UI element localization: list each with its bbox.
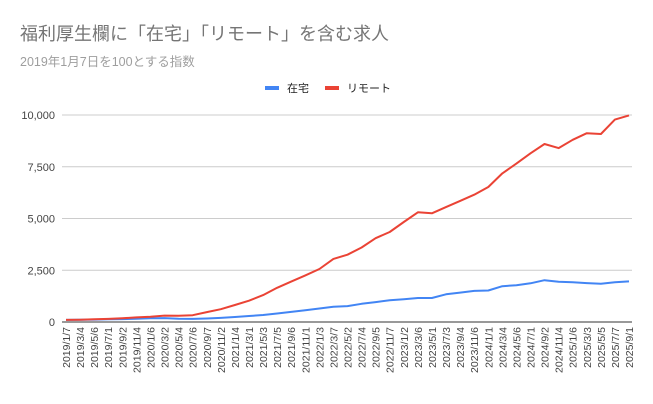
x-tick-label: 2020/3/2 — [160, 327, 172, 368]
legend-swatch — [265, 86, 279, 90]
x-tick-label: 2023/7/3 — [441, 327, 453, 368]
x-tick-label: 2021/7/5 — [272, 327, 284, 368]
x-tick-label: 2024/7/1 — [525, 327, 537, 368]
y-tick-label: 2,500 — [27, 265, 55, 277]
x-tick-label: 2020/9/7 — [202, 327, 214, 368]
legend-swatch — [325, 86, 339, 90]
x-axis: 2019/1/7 2019/3/4 2019/5/6 2019/7/1 2019/9/2… — [61, 321, 636, 373]
x-tick-label: 2021/9/6 — [286, 327, 298, 368]
x-tick-label: 2020/11/2 — [216, 327, 228, 373]
chart-subtitle: 2019年1月7日を100とする指数 — [20, 54, 195, 69]
x-tick-label: 2022/7/4 — [357, 327, 369, 368]
x-tick-label: 2021/11/1 — [300, 327, 312, 373]
x-tick-label: 2025/7/7 — [610, 327, 622, 368]
legend-label: リモート — [347, 82, 391, 95]
y-tick-label: 7,500 — [27, 162, 55, 174]
x-tick-label: 2024/11/4 — [554, 327, 566, 373]
x-tick-label: 2024/1/1 — [483, 327, 495, 368]
x-tick-label: 2024/5/6 — [511, 327, 523, 368]
gridlines — [62, 114, 632, 271]
chart-title: 福利厚生欄に「在宅」「リモート」を含む求人 — [20, 24, 389, 45]
x-tick-label: 2021/5/3 — [258, 327, 270, 368]
x-tick-label: 2019/7/1 — [103, 327, 115, 368]
legend-label: 在宅 — [287, 81, 309, 95]
x-tick-label: 2022/9/5 — [371, 327, 383, 368]
series-line-1 — [65, 114, 630, 321]
x-tick-label: 2023/1/2 — [399, 327, 411, 368]
x-tick-label: 2025/5/5 — [596, 327, 608, 368]
series-line-0 — [65, 279, 630, 321]
x-tick-label: 2021/1/4 — [230, 327, 242, 368]
x-tick-label: 2024/3/4 — [497, 327, 509, 368]
x-tick-label: 2021/3/1 — [244, 327, 256, 368]
series-lines — [65, 114, 630, 321]
x-tick-label: 2025/9/1 — [624, 327, 636, 368]
x-tick-label: 2020/5/4 — [174, 327, 186, 368]
y-tick-label: 5,000 — [27, 214, 55, 226]
x-tick-label: 2023/5/1 — [427, 327, 439, 368]
y-tick-label: 10,000 — [21, 110, 55, 122]
x-tick-label: 2022/5/2 — [343, 327, 355, 368]
x-tick-label: 2019/1/7 — [61, 327, 73, 368]
x-tick-label: 2019/11/4 — [131, 327, 143, 373]
x-tick-label: 2025/1/6 — [568, 327, 580, 368]
x-tick-label: 2019/3/4 — [75, 327, 87, 368]
x-tick-label: 2023/11/6 — [469, 327, 481, 373]
y-axis: 0 2,500 5,000 7,500 10,000 — [21, 110, 55, 329]
x-tick-label: 2022/1/3 — [314, 327, 326, 368]
x-tick-label: 2019/9/2 — [117, 327, 129, 368]
x-tick-label: 2019/5/6 — [89, 327, 101, 368]
y-tick-label: 0 — [49, 317, 55, 329]
x-tick-label: 2022/3/7 — [328, 327, 340, 368]
x-tick-label: 2023/9/4 — [455, 327, 467, 368]
x-tick-label: 2023/3/6 — [413, 327, 425, 368]
x-tick-label: 2022/11/7 — [385, 327, 397, 373]
x-tick-label: 2020/1/6 — [145, 327, 157, 368]
x-tick-label: 2020/7/6 — [188, 327, 200, 368]
legend: 在宅 リモート — [265, 81, 391, 95]
x-tick-label: 2025/3/3 — [582, 327, 594, 368]
x-tick-label: 2024/9/2 — [540, 327, 552, 368]
